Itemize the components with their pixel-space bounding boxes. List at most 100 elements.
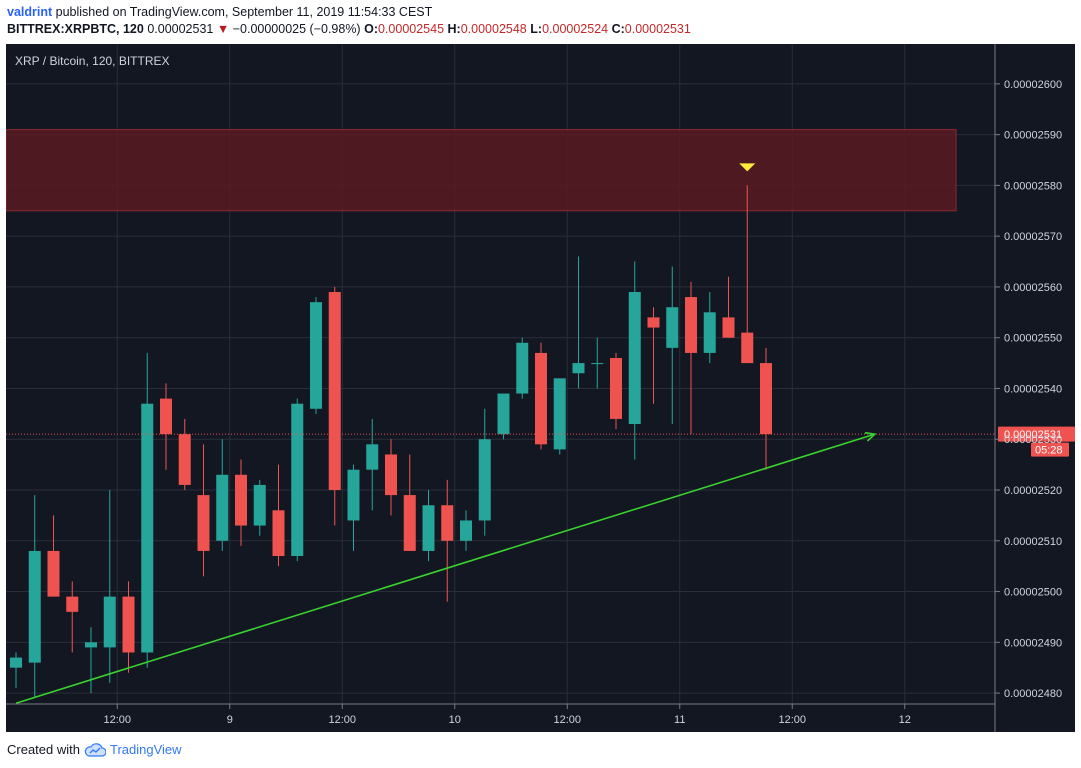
candle-body — [197, 495, 210, 551]
low-value: 0.00002524 — [542, 22, 609, 36]
candle-body — [703, 312, 716, 353]
candle — [28, 495, 41, 699]
chart-header: valdrint published on TradingView.com, S… — [0, 0, 1081, 44]
candle-body — [403, 495, 416, 551]
created-with-text: Created with — [7, 742, 80, 757]
x-tick-label: 12:00 — [553, 714, 581, 726]
candle-body — [66, 596, 79, 612]
overlays: 0.00002531 05:28 — [6, 163, 1075, 705]
candle — [610, 352, 622, 430]
open-label: O: — [364, 22, 378, 36]
candle — [235, 459, 247, 546]
x-tick-label: 12 — [899, 714, 911, 726]
y-tick-label: 0.00002600 — [1004, 79, 1062, 91]
last-price: 0.00002531 — [147, 22, 214, 36]
trendline-arrow-icon — [864, 431, 877, 442]
y-tick-label: 0.00002500 — [1004, 587, 1062, 599]
candle-body — [647, 317, 660, 328]
y-tick-label: 0.00002520 — [1004, 485, 1062, 497]
x-tick-label: 9 — [227, 714, 233, 726]
footer: Created with TradingView — [7, 742, 182, 757]
candle — [178, 418, 191, 491]
tradingview-brand[interactable]: TradingView — [109, 742, 182, 757]
candle — [516, 337, 529, 399]
y-tick-label: 0.00002480 — [1004, 688, 1062, 700]
price-tag-label: 0.00002531 — [1004, 429, 1062, 441]
candle — [197, 444, 210, 577]
candle-body — [516, 342, 529, 394]
y-tick-label: 0.00002490 — [1004, 637, 1062, 649]
candle-body — [216, 474, 229, 541]
resistance-zone — [6, 129, 957, 212]
candle — [685, 281, 697, 435]
support-trendline — [15, 433, 875, 705]
candle-body — [122, 596, 135, 653]
candle-body — [441, 505, 454, 541]
y-tick-label: 0.00002540 — [1004, 383, 1062, 395]
candles — [10, 185, 772, 699]
candle-body — [628, 292, 641, 425]
candle-body — [347, 469, 360, 521]
candle — [347, 464, 360, 551]
candle — [160, 383, 172, 470]
close-value: 0.00002531 — [624, 22, 691, 36]
candle-body — [497, 393, 510, 435]
countdown-tag — [1031, 442, 1069, 457]
candle-body — [591, 363, 604, 365]
candle-body — [28, 550, 41, 663]
price-tag — [998, 426, 1075, 442]
candle-body — [385, 454, 397, 496]
axes: 0.00002480 0.00002490 0.00002500 0.00002510… — [6, 44, 1062, 732]
candle-body — [460, 520, 472, 541]
candle — [666, 266, 679, 425]
candle-body — [178, 434, 191, 485]
candle-body — [666, 307, 679, 348]
candle — [85, 627, 97, 694]
open-value: 0.00002545 — [377, 22, 445, 36]
candle-body — [366, 444, 379, 470]
publish-line: valdrint published on TradingView.com, S… — [7, 5, 432, 19]
tradingview-cloud-icon — [84, 742, 106, 757]
candle — [122, 581, 135, 673]
down-triangle-marker-icon — [739, 163, 756, 172]
candle — [535, 342, 547, 450]
y-tick-label: 0.00002560 — [1004, 282, 1062, 294]
y-tick-label: 0.00002590 — [1004, 130, 1062, 142]
candle — [291, 398, 304, 562]
candle-body — [10, 657, 22, 668]
price-change: −0.00000025 (−0.98%) — [232, 22, 361, 36]
x-tick-label: 12:00 — [103, 714, 131, 726]
chart-legend: XRP / Bitcoin, 120, BITTREX — [15, 54, 170, 68]
candle-body — [160, 398, 172, 435]
candle — [422, 490, 435, 562]
candle-body — [572, 363, 585, 374]
candle-body — [235, 474, 247, 526]
down-arrow-icon: ▼ — [216, 22, 230, 36]
candle — [328, 286, 341, 526]
candle — [253, 479, 266, 536]
candle — [216, 439, 229, 551]
candle-body — [103, 596, 116, 648]
candle — [272, 464, 285, 567]
candle — [572, 256, 585, 389]
candle-body — [553, 378, 566, 450]
candle-body — [328, 292, 341, 491]
candle — [47, 515, 60, 597]
y-tick-label: 0.00002510 — [1004, 536, 1062, 548]
candle-body — [253, 484, 266, 526]
candle — [628, 261, 641, 460]
candle-body — [535, 352, 547, 445]
candle-body — [291, 403, 304, 557]
ohlc-line: BITTREX:XRPBTC, 120 0.00002531 ▼ −0.0000… — [7, 22, 691, 36]
candle-body — [85, 642, 97, 648]
x-tick-label: 11 — [674, 714, 685, 726]
candle — [403, 454, 416, 551]
candle — [310, 297, 322, 414]
high-value: 0.00002548 — [460, 22, 527, 36]
resistance-zone-layer — [6, 129, 957, 212]
candle-body — [685, 297, 697, 353]
candle-body — [272, 510, 285, 557]
y-tick-label: 0.00002530 — [1004, 434, 1062, 446]
author-link[interactable]: valdrint — [7, 5, 53, 19]
